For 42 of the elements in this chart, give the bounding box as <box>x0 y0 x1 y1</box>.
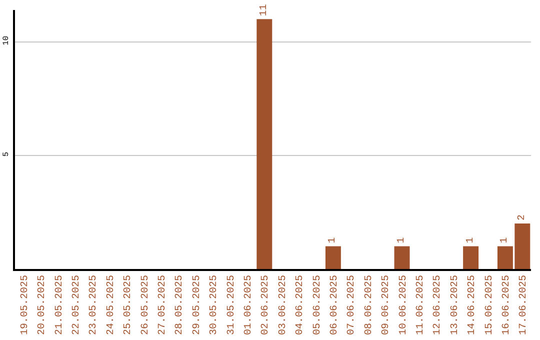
x-tick-label: 14.06.2025 <box>467 275 478 336</box>
x-tick-label: 03.06.2025 <box>278 275 289 336</box>
bar <box>325 246 341 269</box>
x-tick-label: 28.05.2025 <box>174 275 186 336</box>
x-tick-label: 26.05.2025 <box>140 275 152 336</box>
data-label: 1 <box>465 237 476 244</box>
x-tick-label: 30.05.2025 <box>209 275 220 336</box>
x-tick-label: 12.06.2025 <box>432 275 444 336</box>
x-tick-label: 23.05.2025 <box>88 275 100 336</box>
data-label: 1 <box>328 237 339 244</box>
x-tick-label: 13.06.2025 <box>450 275 461 336</box>
data-label: 1 <box>500 237 511 244</box>
x-tick-label: 22.05.2025 <box>71 275 82 336</box>
data-label: 11 <box>258 4 270 16</box>
data-label: 1 <box>396 237 408 244</box>
x-tick-label: 09.06.2025 <box>381 275 392 336</box>
x-tick-label: 11.06.2025 <box>415 275 426 336</box>
x-tick-label: 10.06.2025 <box>398 275 410 336</box>
bar <box>463 246 479 269</box>
x-tick-label: 07.06.2025 <box>346 275 358 336</box>
x-tick-label: 29.05.2025 <box>192 275 203 336</box>
x-tick-label: 06.06.2025 <box>329 275 340 336</box>
x-tick-label: 16.06.2025 <box>501 275 512 336</box>
bar <box>256 19 272 269</box>
y-tick-label: 5 <box>2 152 11 157</box>
x-tick-label: 02.06.2025 <box>260 275 272 336</box>
x-tick-label: 04.06.2025 <box>295 275 306 336</box>
x-tick-label: 01.06.2025 <box>243 275 254 336</box>
x-tick-label: 21.05.2025 <box>54 275 66 336</box>
y-tick-label: 10 <box>2 36 11 46</box>
x-tick-label: 19.05.2025 <box>20 275 31 336</box>
x-tick-label: 25.05.2025 <box>123 275 134 336</box>
bar <box>394 246 410 269</box>
x-tick-label: 05.06.2025 <box>312 275 324 336</box>
x-tick-label: 15.06.2025 <box>484 275 496 336</box>
x-tick-label: 08.06.2025 <box>364 275 375 336</box>
x-tick-label: 24.05.2025 <box>106 275 117 336</box>
data-label: 2 <box>516 214 528 221</box>
x-tick-label: 31.05.2025 <box>226 275 238 336</box>
x-tick-label: 20.05.2025 <box>37 275 48 336</box>
x-tick-label: 27.05.2025 <box>157 275 168 336</box>
x-tick-label: 17.06.2025 <box>518 275 530 336</box>
